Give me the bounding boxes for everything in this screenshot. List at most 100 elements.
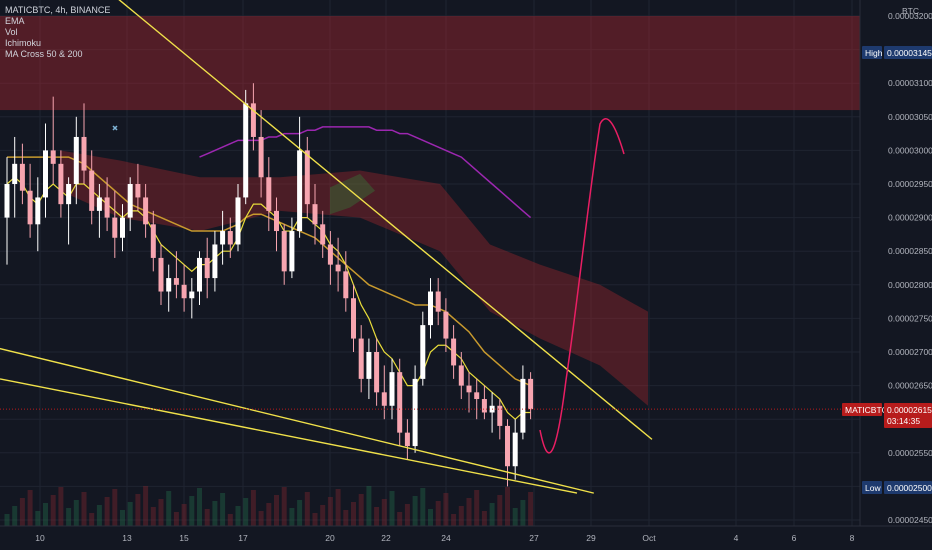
volume-bar: [12, 506, 18, 526]
price-tick-label: 0.00003100: [888, 78, 932, 88]
candle-body: [58, 163, 64, 205]
volume-bar: [327, 497, 333, 526]
volume-bar: [212, 501, 218, 526]
candle-body: [19, 163, 25, 191]
volume-bar: [227, 514, 233, 526]
candle-body: [512, 432, 518, 467]
candle-body: [327, 244, 333, 265]
high-value: 0.00003145: [887, 48, 932, 58]
legend-item-vol[interactable]: Vol: [5, 27, 18, 37]
candle: [173, 251, 179, 299]
volume-bar: [258, 511, 264, 526]
low-value: 0.00002500: [887, 483, 932, 493]
candle: [312, 184, 318, 245]
candle-body: [127, 184, 133, 218]
volume-bar: [335, 489, 341, 526]
candle-body: [474, 392, 480, 400]
candle: [220, 210, 226, 265]
current-price-badge: MATICBTC 0.00002615 03:14:35: [842, 403, 932, 428]
legend-symbol[interactable]: MATICBTC, 4h, BINANCE: [5, 5, 111, 15]
volume-bar: [428, 509, 433, 526]
high-value-box: [884, 46, 932, 59]
candle-body: [312, 204, 318, 225]
candle: [358, 325, 364, 393]
candle: [381, 365, 387, 420]
volume-bar: [412, 496, 418, 526]
candle-body: [281, 231, 287, 272]
candle: [4, 157, 10, 265]
candle: [166, 264, 172, 312]
volume-bar: [4, 514, 10, 526]
volume-bar: [181, 504, 187, 526]
candle: [43, 123, 48, 218]
chart-legend: MATICBTC, 4h, BINANCE EMA Vol Ichimoku M…: [5, 5, 110, 60]
volume-bar: [404, 504, 410, 526]
legend-item-ichimoku[interactable]: Ichimoku: [5, 38, 42, 48]
volume-bar: [497, 495, 503, 526]
time-tick-label: 4: [734, 533, 739, 543]
volume-bar: [127, 502, 133, 526]
legend-item-ema[interactable]: EMA: [5, 16, 25, 26]
candle: [81, 103, 87, 184]
candle: [428, 278, 433, 339]
volume-bar: [458, 506, 464, 526]
projection-path: [539, 118, 625, 454]
volume-bar: [19, 498, 25, 526]
time-axis[interactable]: 10 13 15 17 20 22 24 27 29 Oct 4 6 8: [35, 533, 854, 543]
candle: [466, 372, 472, 413]
candle-body: [528, 378, 534, 410]
candle-body: [443, 311, 449, 339]
price-axis-currency: BTC: [902, 6, 919, 16]
low-price-badge: Low 0.00002500: [862, 481, 932, 494]
candle: [520, 365, 526, 440]
candle-body: [173, 278, 179, 285]
candle-body: [451, 338, 457, 366]
candle: [351, 284, 356, 352]
volume-bar: [281, 487, 287, 526]
volume-bar: [304, 492, 310, 526]
countdown-value: 03:14:35: [887, 416, 920, 426]
candle: [397, 358, 403, 447]
high-label: High: [865, 48, 883, 58]
low-label-box: [862, 481, 882, 494]
candle-body: [212, 244, 218, 279]
legend-item-ma-cross[interactable]: MA Cross 50 & 200: [5, 49, 83, 59]
time-tick-label: Oct: [642, 533, 656, 543]
time-tick-label: 10: [35, 533, 45, 543]
volume-bar: [104, 497, 110, 526]
volume-bar: [266, 503, 272, 526]
candle: [19, 143, 25, 205]
candle: [320, 210, 326, 258]
volume-bar: [366, 486, 372, 526]
volume-bar: [320, 505, 326, 526]
candle-body: [150, 224, 156, 258]
candle: [335, 237, 341, 292]
candle-body: [112, 217, 118, 238]
candle-body: [366, 352, 372, 379]
volume-bars: [4, 486, 534, 526]
candle: [327, 231, 333, 285]
volume-bar: [512, 508, 518, 526]
drawings: [0, 0, 860, 494]
candle-body: [135, 184, 141, 198]
candle-body: [35, 197, 41, 225]
candle-body: [227, 231, 233, 245]
cross-marker-icon: [112, 125, 118, 131]
candle: [104, 177, 110, 232]
volume-bar: [112, 489, 118, 526]
volume-bar: [343, 510, 349, 526]
candle-body: [50, 150, 56, 164]
candle: [66, 177, 72, 245]
candle-body: [120, 217, 125, 238]
volume-bar: [520, 500, 526, 526]
volume-bar: [158, 499, 164, 526]
volume-bar: [250, 490, 256, 526]
candle: [227, 217, 233, 258]
candle: [505, 419, 510, 487]
candle: [304, 136, 310, 218]
candle-body: [435, 291, 441, 312]
candle-body: [27, 190, 33, 225]
time-tick-label: 17: [238, 533, 248, 543]
candle-body: [250, 103, 256, 137]
